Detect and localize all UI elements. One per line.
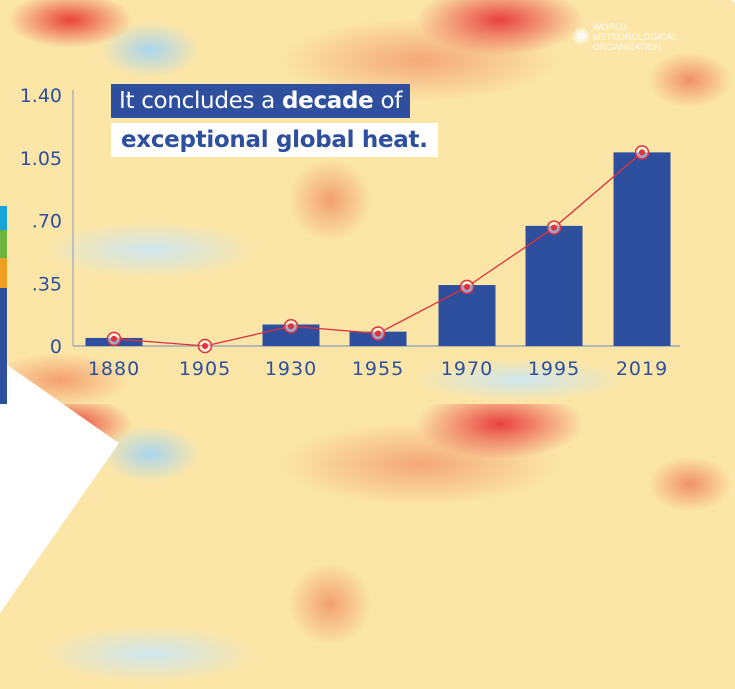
y-tick-label: .35 (32, 273, 62, 295)
headline-line-2: exceptional global heat. (111, 123, 438, 157)
x-tick-label: 1880 (88, 358, 140, 380)
x-tick-label: 2019 (616, 358, 668, 380)
y-tick-label: .70 (32, 211, 62, 233)
trend-point (551, 224, 557, 231)
bar-1970 (438, 285, 496, 346)
legend-swatch (0, 288, 7, 404)
trend-point (375, 330, 381, 337)
x-tick-label: 1970 (441, 358, 493, 380)
legend-swatch (0, 258, 7, 288)
y-tick-label: 0 (50, 336, 62, 358)
wmo-logo: ✺ WORLD METEOROLOGICAL ORGANIZATION (572, 22, 678, 52)
y-tick-label: 1.40 (20, 85, 62, 107)
trend-point (202, 343, 208, 349)
bar-chart: 0 .35 .70 1.05 1.40 1880 1905 1930 1955 1970 1995 2… (20, 85, 680, 380)
bar-2019 (613, 152, 671, 346)
headline-line-1: It concludes a decade of (111, 84, 411, 118)
trend-point (288, 323, 294, 330)
trend-point (111, 335, 117, 342)
x-tick-label: 1905 (179, 358, 231, 380)
y-tick-label: 1.05 (20, 148, 62, 170)
trend-point (464, 283, 470, 290)
x-tick-label: 1930 (265, 358, 317, 380)
bar-1995 (525, 225, 583, 346)
x-tick-label: 1955 (352, 358, 404, 380)
legend-swatch (0, 206, 7, 230)
trend-point (639, 149, 645, 156)
x-tick-label: 1995 (528, 358, 580, 380)
legend-swatch (0, 230, 7, 258)
